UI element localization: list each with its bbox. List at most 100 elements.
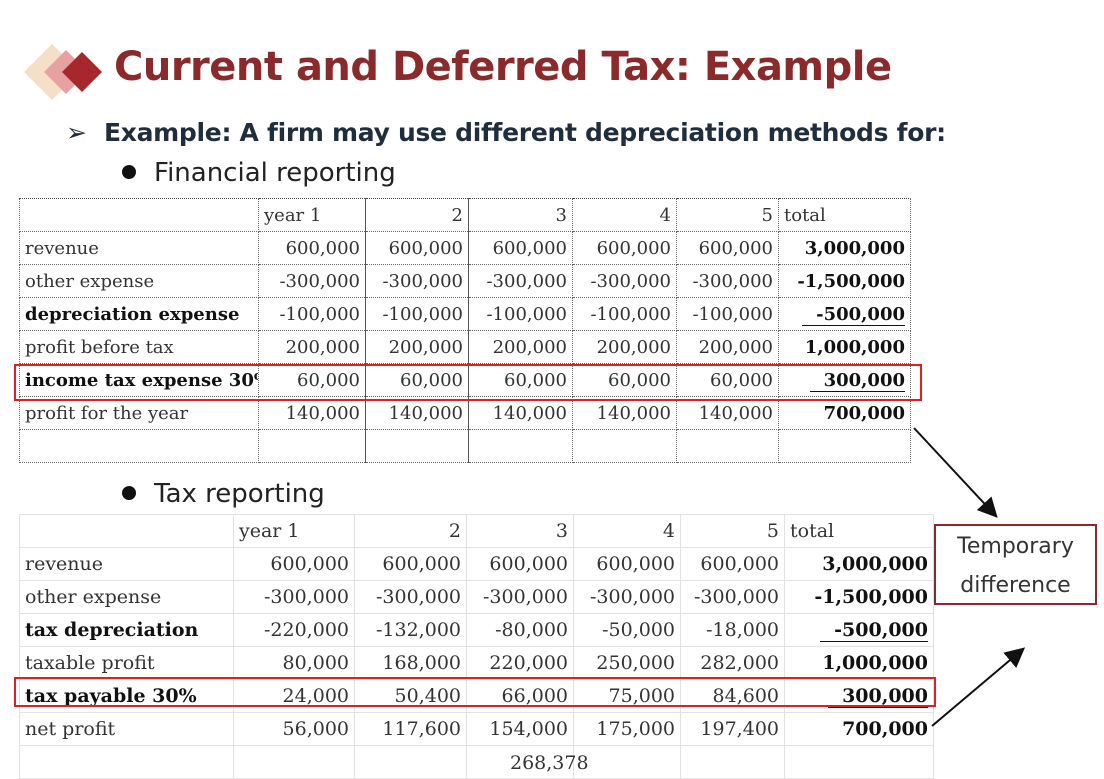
arrow-up-icon bbox=[931, 647, 1026, 727]
table-row: profit for the year 140,000 140,000 140,… bbox=[19, 396, 911, 430]
empty-cell bbox=[19, 429, 259, 463]
tax-reporting-table: year 1 2 3 4 5 total revenue 600,000 600… bbox=[19, 514, 934, 779]
empty-row bbox=[19, 429, 911, 463]
example-heading: ➢ Example: A firm may use different depre… bbox=[66, 118, 946, 147]
total-cell: 700,000 bbox=[778, 396, 911, 430]
table-cell: -300,000 bbox=[468, 264, 573, 298]
row-label: tax payable 30% bbox=[19, 679, 234, 713]
table-row: other expense -300,000 -300,000 -300,000… bbox=[19, 580, 934, 614]
table-cell: 600,000 bbox=[573, 547, 681, 581]
arrow-bullet-icon: ➢ bbox=[66, 118, 87, 147]
empty-cell bbox=[258, 429, 366, 463]
table-row: tax payable 30% 24,000 50,400 66,000 75,… bbox=[19, 679, 934, 713]
arrow-down-icon bbox=[913, 427, 998, 518]
header-cell: 2 bbox=[365, 198, 469, 232]
total-value: 300,000 bbox=[809, 369, 905, 392]
row-label: revenue bbox=[19, 231, 259, 265]
row-label: profit before tax bbox=[19, 330, 259, 364]
table-cell: -300,000 bbox=[258, 264, 366, 298]
table-cell: -100,000 bbox=[676, 297, 779, 331]
header-cell: 4 bbox=[573, 514, 681, 548]
table-cell: 600,000 bbox=[354, 547, 467, 581]
empty-cell bbox=[468, 429, 573, 463]
table-row: net profit 56,000 117,600 154,000 175,00… bbox=[19, 712, 934, 746]
example-heading-text: Example: A firm may use different deprec… bbox=[104, 118, 946, 147]
empty-cell bbox=[676, 429, 779, 463]
bullet-dot-icon bbox=[122, 164, 136, 179]
header-cell: 5 bbox=[676, 198, 779, 232]
table-cell: 84,600 bbox=[680, 679, 785, 713]
table-cell: 600,000 bbox=[466, 547, 574, 581]
total-cell: -1,500,000 bbox=[778, 264, 911, 298]
table-cell: 168,000 bbox=[354, 646, 467, 680]
table-cell: -300,000 bbox=[466, 580, 574, 614]
table-header-row: year 1 2 3 4 5 total bbox=[19, 514, 934, 548]
bullet-financial-reporting: Financial reporting bbox=[122, 158, 396, 188]
total-cell: 1,000,000 bbox=[778, 330, 911, 364]
temporary-difference-callout: Temporary difference bbox=[934, 524, 1097, 605]
row-label: net profit bbox=[19, 712, 234, 746]
total-cell: 3,000,000 bbox=[778, 231, 911, 265]
table-cell: 117,600 bbox=[354, 712, 467, 746]
total-value: -500,000 bbox=[802, 303, 905, 326]
table-cell: 200,000 bbox=[572, 330, 677, 364]
table-cell: -80,000 bbox=[466, 613, 574, 647]
callout-line-2: difference bbox=[960, 573, 1071, 598]
title-diamond-icon bbox=[24, 44, 102, 100]
table-cell: 200,000 bbox=[468, 330, 573, 364]
callout-line-1: Temporary bbox=[957, 534, 1074, 559]
table-cell: 50,400 bbox=[354, 679, 467, 713]
table-cell: -132,000 bbox=[354, 613, 467, 647]
empty-cell bbox=[778, 429, 911, 463]
table-cell: -100,000 bbox=[468, 297, 573, 331]
table-cell: 154,000 bbox=[466, 712, 574, 746]
table-cell: 600,000 bbox=[258, 231, 366, 265]
table-row: revenue 600,000 600,000 600,000 600,000 … bbox=[19, 231, 911, 265]
table-cell: -300,000 bbox=[233, 580, 355, 614]
total-cell: 700,000 bbox=[784, 712, 934, 746]
total-value: 300,000 bbox=[828, 685, 928, 708]
table-row: profit before tax 200,000 200,000 200,00… bbox=[19, 330, 911, 364]
table-cell: 600,000 bbox=[365, 231, 469, 265]
table-cell: -100,000 bbox=[572, 297, 677, 331]
slide-title: Current and Deferred Tax: Example bbox=[114, 44, 892, 90]
row-label: profit for the year bbox=[19, 396, 259, 430]
table-cell: 200,000 bbox=[258, 330, 366, 364]
table-cell: -300,000 bbox=[676, 264, 779, 298]
total-cell: -1,500,000 bbox=[784, 580, 934, 614]
table-cell: 600,000 bbox=[680, 547, 785, 581]
table-cell: -100,000 bbox=[258, 297, 366, 331]
total-cell: 1,000,000 bbox=[784, 646, 934, 680]
total-cell: -500,000 bbox=[784, 613, 934, 647]
total-cell: 300,000 bbox=[778, 363, 911, 397]
table-cell: 140,000 bbox=[258, 396, 366, 430]
header-cell: 3 bbox=[468, 198, 573, 232]
total-cell: -500,000 bbox=[778, 297, 911, 331]
table-cell: -300,000 bbox=[354, 580, 467, 614]
bullet-tax-reporting: Tax reporting bbox=[122, 479, 325, 509]
row-label: depreciation expense bbox=[19, 297, 259, 331]
table-cell: 140,000 bbox=[572, 396, 677, 430]
table-cell: 140,000 bbox=[365, 396, 469, 430]
table-cell: 24,000 bbox=[233, 679, 355, 713]
income-tax-highlight-box bbox=[14, 364, 922, 401]
header-cell: total bbox=[778, 198, 911, 232]
header-cell: year 1 bbox=[258, 198, 366, 232]
table-cell: 600,000 bbox=[572, 231, 677, 265]
header-cell: 2 bbox=[354, 514, 467, 548]
header-cell bbox=[19, 514, 234, 548]
bullet-tax-label: Tax reporting bbox=[154, 479, 325, 509]
bullet-financial-label: Financial reporting bbox=[154, 158, 396, 188]
table-cell: 600,000 bbox=[233, 547, 355, 581]
table-cell: 282,000 bbox=[680, 646, 785, 680]
table-cell: 197,400 bbox=[680, 712, 785, 746]
table-cell: 600,000 bbox=[676, 231, 779, 265]
table-cell: 66,000 bbox=[466, 679, 574, 713]
tax-payable-highlight-box bbox=[14, 677, 936, 707]
table-cell: -100,000 bbox=[365, 297, 469, 331]
total-cell: 3,000,000 bbox=[784, 547, 934, 581]
table-cell: -300,000 bbox=[680, 580, 785, 614]
table-cell: 60,000 bbox=[468, 363, 573, 397]
table-cell: 200,000 bbox=[676, 330, 779, 364]
